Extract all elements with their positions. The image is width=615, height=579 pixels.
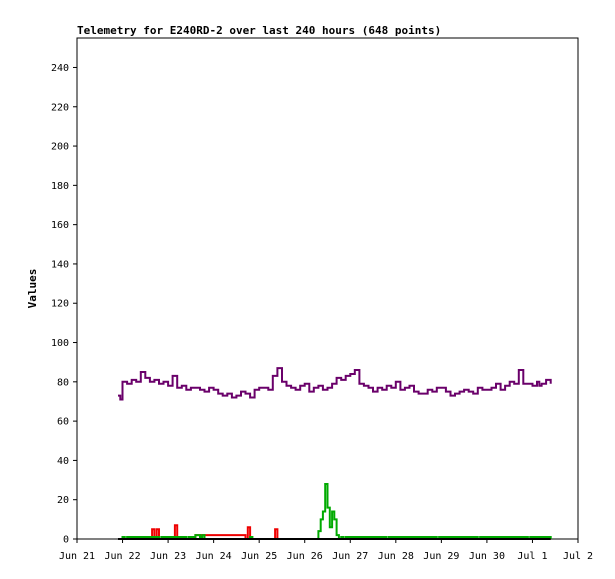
plot-frame <box>76 37 579 540</box>
y-tick-label: 220 <box>51 102 69 113</box>
x-tick-label: Jun 27 <box>332 551 368 562</box>
x-tick-label: Jun 21 <box>59 551 95 562</box>
y-tick-label: 40 <box>57 456 69 467</box>
y-axis-label: Values <box>26 269 39 309</box>
x-axis: Jun 21 Jun 22 Jun 23 Jun 24 Jun 25 Jun 26 Jun … <box>59 539 593 562</box>
x-tick-label: Jun 30 <box>469 551 505 562</box>
y-tick-label: 140 <box>51 259 69 270</box>
y-tick-label: 240 <box>51 63 69 74</box>
y-tick-label: 80 <box>57 377 69 388</box>
y-tick-label: 60 <box>57 417 69 428</box>
series-line-1 <box>118 367 552 401</box>
series-group <box>118 367 552 540</box>
y-tick-label: 20 <box>57 495 69 506</box>
y-tick-label: 180 <box>51 181 69 192</box>
x-tick-label: Jun 25 <box>241 551 277 562</box>
x-tick-label: Jul 1 <box>517 551 547 562</box>
x-tick-label: Jun 23 <box>150 551 186 562</box>
x-tick-label: Jul 2 <box>563 551 593 562</box>
y-tick-label: 0 <box>63 535 69 546</box>
y-tick-label: 100 <box>51 338 69 349</box>
x-tick-label: Jun 26 <box>287 551 323 562</box>
x-tick-label: Jun 28 <box>378 551 414 562</box>
y-axis: 0 20 40 60 80 100 120 140 160 180 200 220 240 <box>51 63 77 546</box>
x-tick-label: Jun 22 <box>104 551 140 562</box>
chart-title: Telemetry for E240RD-2 over last 240 hou… <box>77 24 441 37</box>
y-tick-label: 120 <box>51 299 69 310</box>
x-tick-label: Jun 29 <box>423 551 459 562</box>
series-line-3 <box>118 483 552 540</box>
x-tick-label: Jun 24 <box>196 551 232 562</box>
y-tick-label: 200 <box>51 142 69 153</box>
y-tick-label: 160 <box>51 220 69 231</box>
